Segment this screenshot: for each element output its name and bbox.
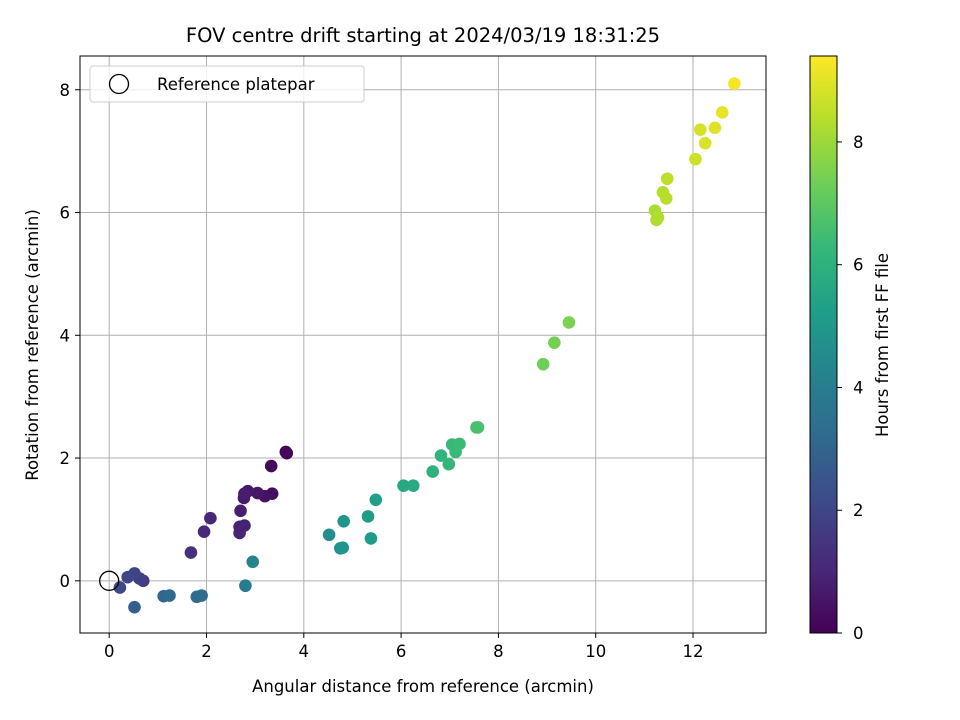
data-point: [659, 192, 673, 205]
y-axis-label: Rotation from reference (arcmin): [23, 209, 42, 481]
y-tick-label: 4: [60, 326, 71, 345]
x-tick-label: 8: [493, 642, 504, 661]
data-point: [471, 421, 485, 434]
data-point: [536, 357, 550, 371]
x-axis-label: Angular distance from reference (arcmin): [252, 677, 594, 696]
data-point: [322, 528, 336, 542]
data-point: [397, 479, 410, 492]
y-tick-label: 2: [60, 449, 71, 468]
legend: Reference platepar: [89, 65, 365, 103]
data-point: [195, 589, 208, 602]
data-points: [99, 77, 741, 614]
chart-title: FOV centre drift starting at 2024/03/19 …: [186, 24, 660, 47]
colorbar: 0 2 4 6 8 Hours from first FF file: [809, 55, 892, 643]
data-point: [113, 581, 127, 594]
data-point: [204, 511, 217, 525]
y-tick-label: 6: [60, 204, 71, 223]
data-point: [121, 570, 134, 584]
x-tick-label: 6: [396, 642, 407, 661]
colorbar-frame: [809, 55, 838, 634]
colorbar-tick-label: 0: [853, 624, 864, 643]
x-tick-label: 4: [299, 642, 310, 661]
data-point: [364, 532, 378, 545]
data-point: [337, 514, 350, 528]
data-point: [197, 525, 211, 539]
data-point: [128, 600, 141, 614]
data-point: [434, 449, 448, 462]
colorbar-gradient: [810, 56, 837, 633]
data-point: [728, 77, 741, 90]
data-point: [361, 510, 375, 523]
colorbar-tick-label: 2: [853, 501, 864, 520]
data-point: [708, 121, 722, 135]
data-point: [562, 316, 576, 329]
data-point: [238, 487, 251, 500]
x-tick-label: 0: [104, 642, 115, 661]
data-point: [694, 123, 707, 136]
data-point: [163, 589, 176, 602]
data-point: [426, 465, 440, 478]
data-point: [246, 555, 260, 569]
plot-frame: [79, 55, 767, 634]
data-point: [251, 486, 264, 500]
data-point: [239, 579, 252, 593]
data-point: [233, 526, 246, 540]
legend-box: [89, 65, 365, 103]
grid: [80, 56, 766, 633]
colorbar-label: Hours from first FF file: [873, 253, 892, 437]
data-point: [264, 459, 278, 473]
legend-marker-reference: [108, 73, 130, 95]
reference-platepar-marker: [99, 570, 120, 591]
data-point: [406, 479, 420, 492]
colorbar-tick-label: 8: [853, 133, 864, 152]
data-point: [442, 457, 456, 471]
data-point: [689, 152, 702, 166]
colorbar-ticks: 0 2 4 6 8: [837, 133, 864, 643]
x-tick-label: 2: [201, 642, 212, 661]
data-point: [651, 211, 665, 224]
data-point: [548, 336, 561, 349]
legend-label-reference: Reference platepar: [157, 75, 315, 94]
data-point: [660, 172, 674, 186]
y-tick-label: 0: [60, 572, 71, 591]
x-tick-label: 10: [585, 642, 606, 661]
data-point: [336, 541, 350, 554]
data-point: [715, 106, 729, 119]
data-point: [184, 546, 198, 559]
data-point: [234, 504, 247, 518]
data-point: [698, 136, 712, 150]
x-tick-label: 12: [683, 642, 704, 661]
data-point: [453, 437, 466, 451]
colorbar-tick-label: 6: [853, 256, 864, 275]
axes: 0 2 4 6 8 10 12 0 2 4 6 8: [60, 55, 767, 661]
data-point: [279, 445, 293, 459]
y-tick-label: 8: [60, 81, 71, 100]
data-point: [369, 493, 383, 507]
colorbar-tick-label: 4: [853, 378, 864, 397]
